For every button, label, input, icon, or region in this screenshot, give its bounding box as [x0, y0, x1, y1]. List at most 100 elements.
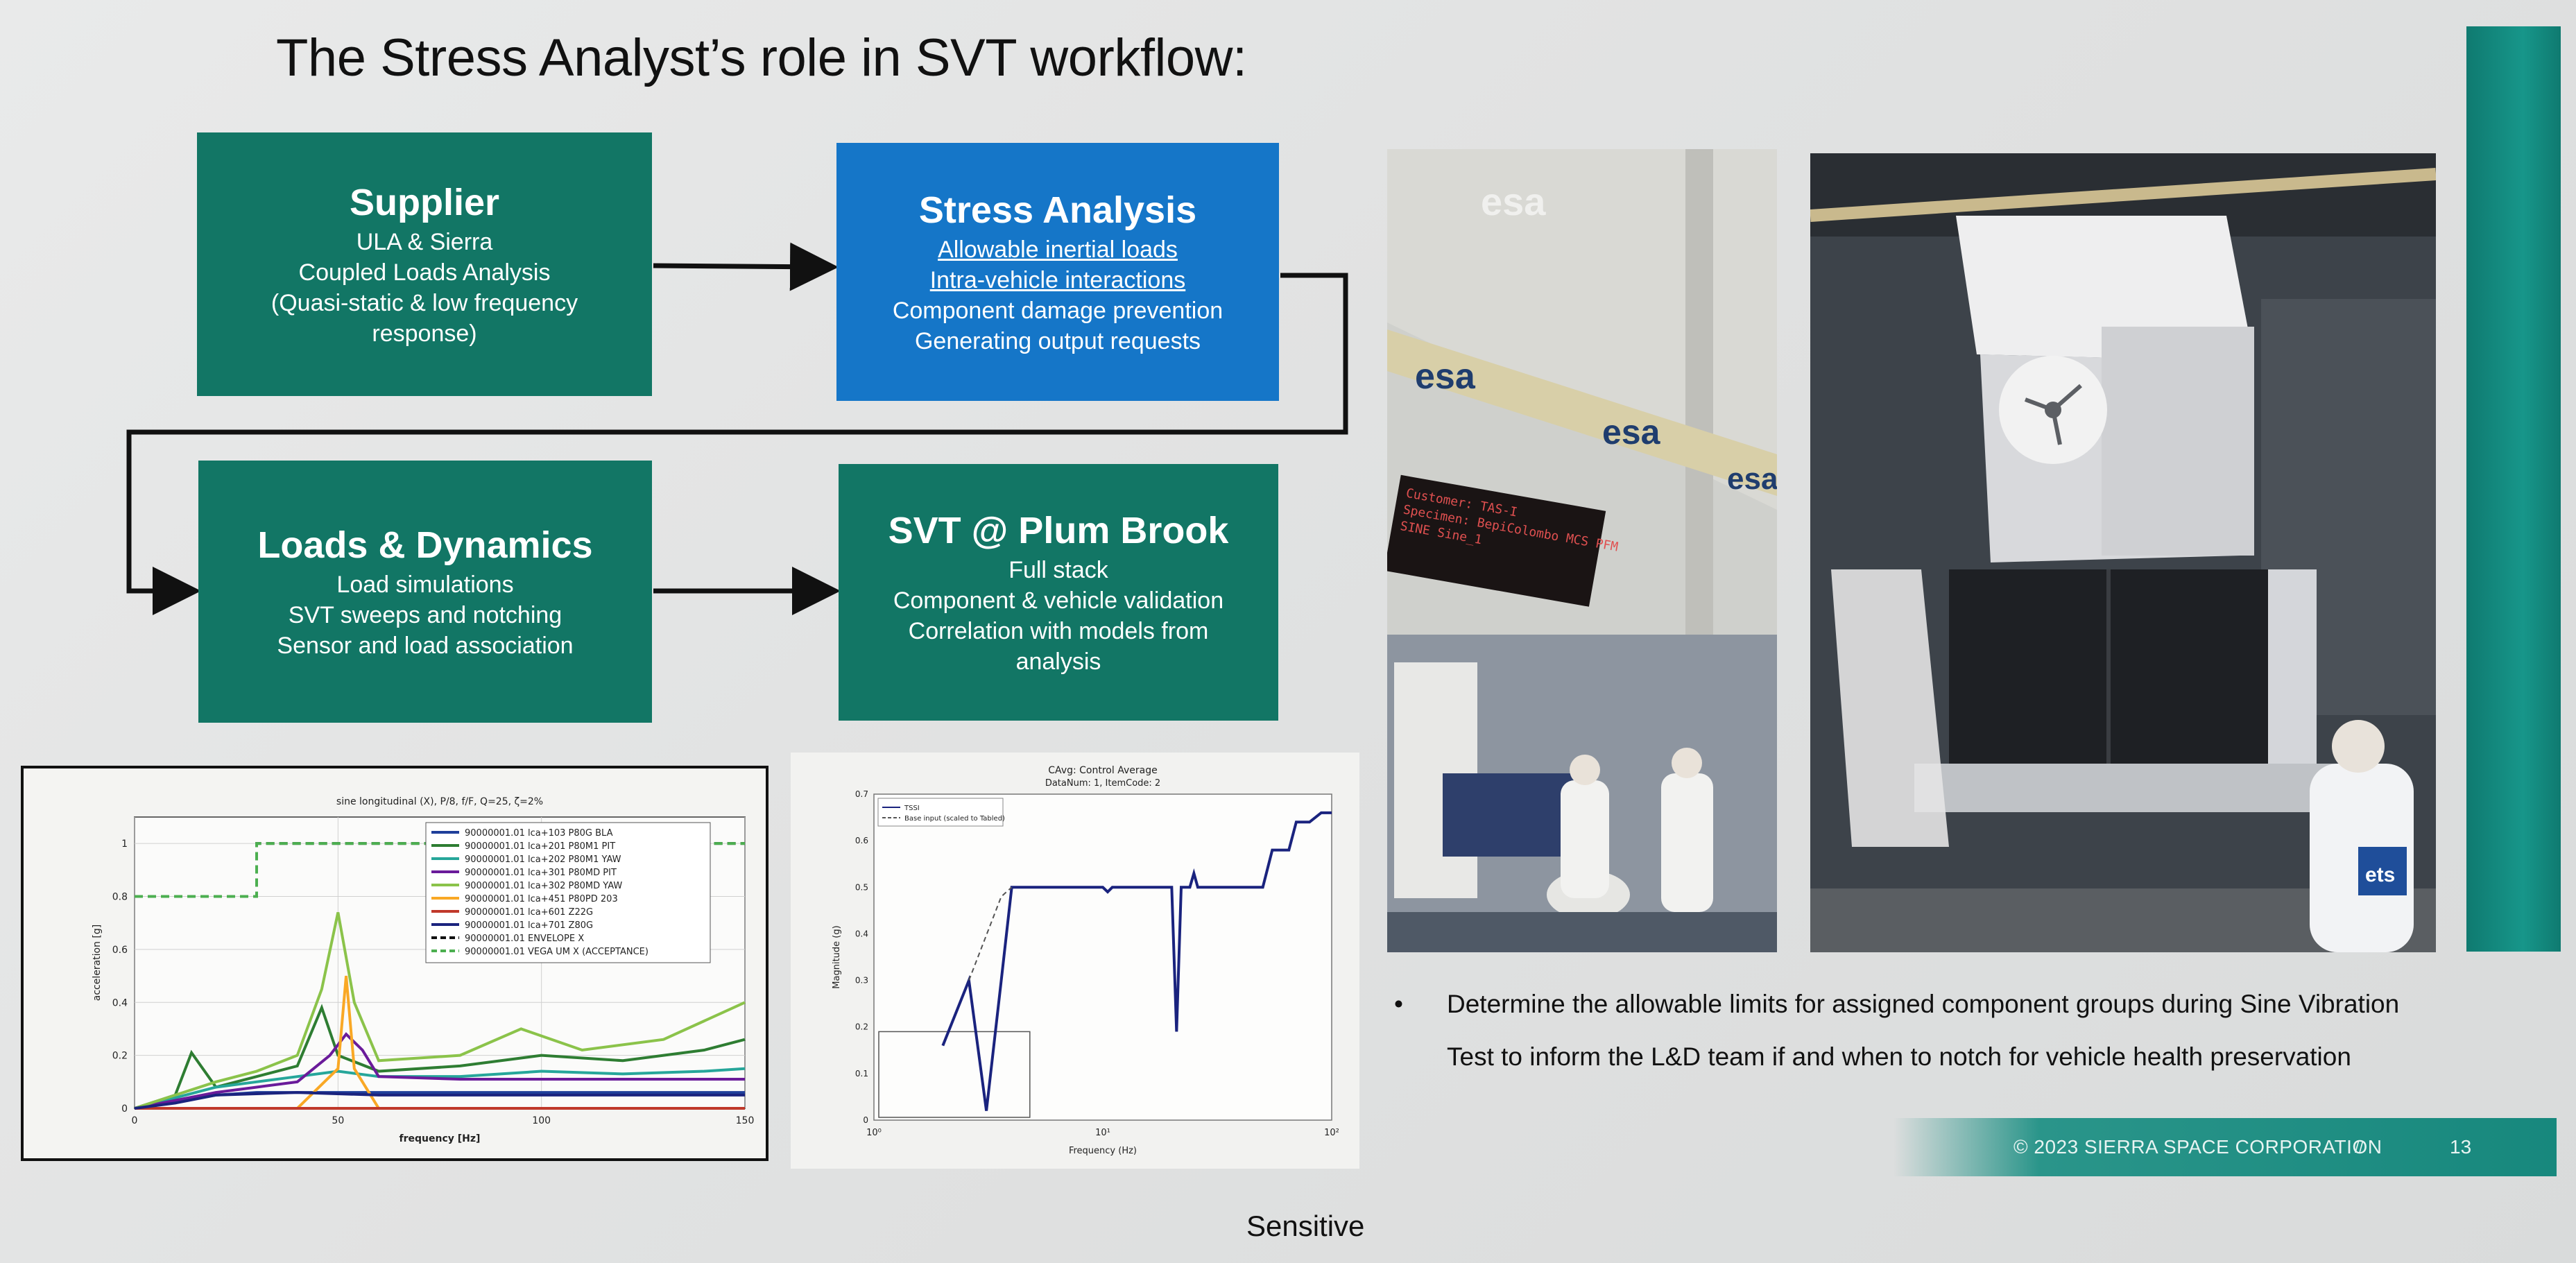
page-number: 13	[2450, 1136, 2472, 1158]
footer-bar: © 2023 SIERRA SPACE CORPORATION // 13	[1894, 1118, 2557, 1176]
legend-box	[877, 798, 1004, 827]
svt-line: analysis	[1015, 648, 1101, 675]
y-tick-label: 0.3	[855, 976, 868, 986]
svt-heading: SVT @ Plum Brook	[888, 510, 1229, 551]
svt-line: Component & vehicle validation	[893, 587, 1224, 614]
stress-analysis-box: Stress Analysis Allowable inertial loads…	[836, 143, 1279, 401]
supplier-line: Coupled Loads Analysis	[298, 259, 551, 286]
plot-area	[873, 793, 1332, 1121]
sensitivity-label: Sensitive	[1246, 1210, 1365, 1242]
sine-response-chart: 0 50 100 150 0 0.2 0.4 0.6 0.8 1 sine longitudinal…	[92, 796, 755, 1144]
y-tick-label: 0.2	[112, 1051, 128, 1062]
x-tick-label: 150	[736, 1115, 755, 1126]
legend-entry: 90000001.01 lca+201 P80M1 PIT	[465, 841, 615, 852]
legend-entry: 90000001.01 lca+202 P80M1 YAW	[465, 854, 621, 865]
y-tick-label: 0	[863, 1115, 868, 1125]
svt-line: Full stack	[1008, 557, 1108, 583]
chart-title: sine longitudinal (X), P/8, f/F, Q=25, ζ…	[336, 796, 543, 807]
svt-plum-brook-box: SVT @ Plum Brook Full stack Component & …	[839, 464, 1278, 721]
y-tick-label: 0.1	[855, 1069, 868, 1079]
supplier-line: response)	[372, 320, 477, 347]
y-tick-label: 1	[121, 839, 128, 850]
spacecraft-illustration: ets	[1810, 153, 2436, 952]
y-axis-label: acceleration [g]	[92, 925, 103, 1002]
y-axis-label: Magnitude (g)	[832, 925, 842, 988]
esa-logo-4: esa	[1727, 462, 1777, 496]
control-average-chart: CAvg: Control Average DataNum: 1, ItemCod…	[832, 765, 1339, 1156]
series-line	[134, 912, 746, 1110]
y-tick-label: 0.5	[855, 882, 868, 892]
accent-bar	[2466, 26, 2561, 952]
series-line	[941, 811, 1332, 1111]
legend-entry: 90000001.01 lca+301 P80MD PIT	[465, 868, 617, 878]
test-facility-illustration: esa esa esa esa Customer: TAS-I Specimen…	[1387, 149, 1777, 952]
control-average-chart-panel: CAvg: Control Average DataNum: 1, ItemCod…	[791, 753, 1359, 1169]
legend-entry: 90000001.01 ENVELOPE X	[465, 934, 584, 944]
sine-response-chart-panel: 0 50 100 150 0 0.2 0.4 0.6 0.8 1 sine longitudinal…	[21, 766, 768, 1161]
legend-box	[425, 822, 711, 963]
x-tick-label: 10¹	[1095, 1128, 1110, 1138]
esa-logo-2: esa	[1415, 356, 1476, 397]
x-tick-label: 100	[532, 1115, 551, 1126]
esa-logo-1: esa	[1481, 180, 1546, 223]
allowable-loads-link[interactable]: Allowable inertial loads	[938, 237, 1178, 263]
esa-logo-3: esa	[1602, 413, 1661, 452]
y-tick-label: 0.2	[855, 1022, 868, 1032]
x-axis-label: Frequency (Hz)	[1069, 1146, 1137, 1156]
legend-entry: 90000001.01 lca+701 Z80G	[465, 920, 593, 931]
highlight-box	[878, 1031, 1031, 1118]
x-tick-label: 10⁰	[866, 1128, 882, 1138]
supplier-line: (Quasi-static & low frequency	[271, 290, 578, 316]
y-tick-label: 0.4	[112, 997, 128, 1008]
legend-entry: 90000001.01 lca+103 P80G BLA	[465, 828, 613, 839]
legend-entry: TSSI	[904, 805, 920, 812]
supplier-line: ULA & Sierra	[356, 229, 493, 255]
series-line	[134, 1091, 745, 1110]
y-tick-label: 0.6	[112, 945, 128, 956]
series-line	[134, 1004, 746, 1110]
series-line	[134, 1032, 745, 1110]
legend-entry: 90000001.01 lca+601 Z22G	[465, 907, 593, 918]
x-tick-label: 50	[332, 1115, 344, 1126]
supplier-heading: Supplier	[349, 182, 500, 223]
stress-analysis-heading: Stress Analysis	[918, 189, 1197, 231]
bullet-dot: •	[1394, 990, 1403, 1018]
copyright-text: © 2023 SIERRA SPACE CORPORATION	[2013, 1136, 2382, 1158]
loads-dynamics-heading: Loads & Dynamics	[257, 524, 593, 566]
ets-patch: ets	[2365, 864, 2395, 886]
legend-entry: 90000001.01 lca+302 P80MD YAW	[465, 881, 622, 891]
arrow-stress-to-loads	[126, 273, 1348, 615]
loads-line: SVT sweeps and notching	[288, 602, 563, 628]
loads-line: Load simulations	[336, 572, 514, 598]
y-tick-label: 0.7	[855, 789, 868, 799]
bullet-point: • Determine the allowable limits for ass…	[1394, 978, 2476, 1083]
legend-entry: 90000001.01 VEGA UM X (ACCEPTANCE)	[465, 947, 649, 957]
slide-title: The Stress Analyst’s role in SVT workflo…	[276, 28, 1247, 87]
supplier-box: Supplier ULA & Sierra Coupled Loads Anal…	[197, 132, 652, 396]
x-axis-label: frequency [Hz]	[400, 1133, 481, 1144]
test-facility-photo: esa esa esa esa Customer: TAS-I Specimen…	[1387, 149, 1777, 952]
y-tick-label: 0	[121, 1103, 128, 1115]
y-tick-label: 0.4	[855, 929, 868, 938]
y-tick-label: 0.6	[855, 836, 868, 845]
loads-line: Sensor and load association	[277, 633, 574, 659]
stress-line: Component damage prevention	[892, 298, 1223, 324]
svt-line: Correlation with models from	[908, 618, 1209, 644]
arrow-supplier-to-stress	[653, 242, 839, 291]
intra-vehicle-link[interactable]: Intra-vehicle interactions	[929, 267, 1186, 293]
x-tick-label: 0	[132, 1115, 138, 1126]
footer-separator: //	[2355, 1139, 2364, 1156]
bullet-text-line-2: Test to inform the L&D team if and when …	[1447, 1042, 2351, 1071]
legend-entry: Base input (scaled to Tabled)	[904, 815, 1005, 823]
bullet-text-line-1: Determine the allowable limits for assig…	[1447, 990, 2400, 1018]
chart-subtitle: DataNum: 1, ItemCode: 2	[1045, 778, 1160, 789]
series-line	[135, 842, 745, 898]
legend-entry: 90000001.01 lca+451 P80PD 203	[465, 894, 618, 904]
loads-dynamics-box: Loads & Dynamics Load simulations SVT sw…	[198, 461, 652, 723]
y-tick-label: 0.8	[112, 892, 128, 903]
spacecraft-photo: ets	[1810, 153, 2436, 952]
stress-line: Generating output requests	[914, 328, 1201, 354]
chart-title: CAvg: Control Average	[1048, 765, 1157, 776]
x-tick-label: 10²	[1324, 1128, 1339, 1138]
